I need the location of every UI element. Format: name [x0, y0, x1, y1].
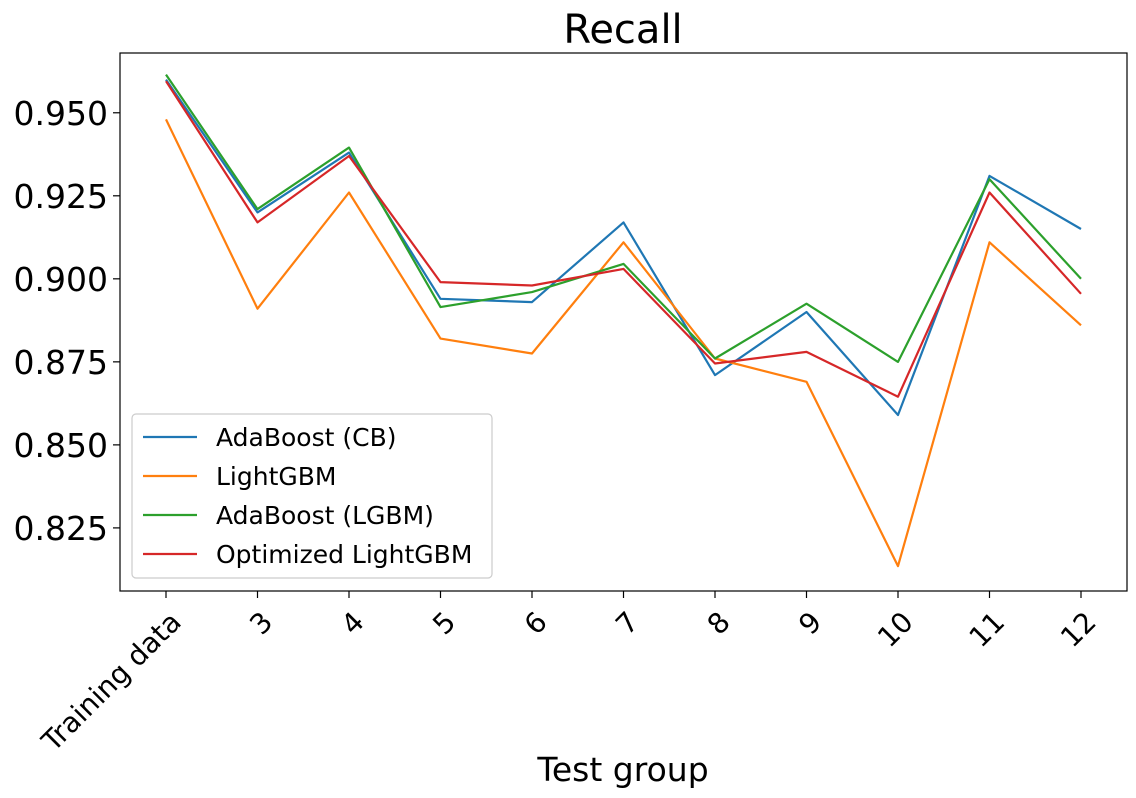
data-point [806, 312, 807, 313]
data-point [715, 358, 716, 359]
data-point [257, 222, 258, 223]
data-point [257, 212, 258, 213]
x-tick-label: Training data [35, 605, 188, 758]
data-point [1081, 229, 1082, 230]
data-point [440, 307, 441, 308]
data-point [1081, 293, 1082, 294]
data-point [166, 81, 167, 82]
x-tick-label: 11 [963, 605, 1012, 654]
chart-title: Recall [563, 7, 682, 53]
legend: AdaBoost (CB) LightGBM AdaBoost (LGBM) Opti… [131, 413, 493, 579]
data-point [715, 363, 716, 364]
data-point [440, 338, 441, 339]
x-tick-label: 9 [792, 605, 828, 641]
data-point [1081, 325, 1082, 326]
data-point [532, 292, 533, 293]
x-axis-label: Test group [536, 750, 708, 789]
data-point [166, 79, 167, 80]
x-tick-label: 8 [701, 605, 737, 641]
data-point [806, 303, 807, 304]
data-point [532, 302, 533, 303]
series-lines [165, 73, 1082, 568]
data-point [1081, 278, 1082, 279]
x-tick-label: 7 [609, 605, 645, 641]
x-tick-label: 4 [335, 605, 371, 641]
data-point [440, 282, 441, 283]
data-point [623, 242, 624, 243]
data-point [166, 119, 167, 120]
data-point [440, 298, 441, 299]
data-point [349, 147, 350, 148]
data-point [349, 155, 350, 156]
y-tick-label: 0.875 [14, 343, 108, 382]
data-point [989, 192, 990, 193]
y-tick-label: 0.825 [14, 509, 108, 548]
data-point [623, 263, 624, 264]
series-line-2 [165, 118, 1082, 568]
x-tick-label: 3 [243, 605, 279, 641]
data-point [806, 351, 807, 352]
y-tick-label: 0.900 [14, 260, 108, 299]
data-point [898, 566, 899, 567]
data-point [257, 308, 258, 309]
y-tick-label: 0.950 [14, 94, 108, 133]
x-tick-label: 10 [871, 605, 920, 654]
data-point [623, 268, 624, 269]
legend-box [131, 413, 493, 579]
data-point [989, 175, 990, 176]
data-point [989, 242, 990, 243]
data-point [898, 361, 899, 362]
data-point [532, 353, 533, 354]
data-point [898, 396, 899, 397]
legend-label: LightGBM [216, 462, 336, 491]
data-point [532, 285, 533, 286]
data-point [989, 179, 990, 180]
data-point [623, 222, 624, 223]
data-point [715, 375, 716, 376]
data-point [349, 192, 350, 193]
y-tick-label: 0.850 [14, 426, 108, 465]
series-line-1 [165, 78, 1082, 417]
data-point [166, 74, 167, 75]
y-tick-label: 0.925 [14, 177, 108, 216]
x-tick-label: 6 [518, 605, 554, 641]
data-point [257, 209, 258, 210]
legend-label: AdaBoost (LGBM) [216, 501, 434, 530]
legend-label: AdaBoost (CB) [216, 423, 396, 452]
series-line-4 [165, 80, 1082, 398]
x-tick-label: 5 [426, 605, 462, 641]
data-point [806, 381, 807, 382]
legend-label: Optimized LightGBM [216, 540, 472, 569]
data-point [349, 152, 350, 153]
x-axis: Training data 3 4 5 6 7 8 9 10 11 12 [35, 591, 1103, 758]
x-tick-label: 12 [1054, 605, 1103, 654]
y-axis: 0.825 0.850 0.875 0.900 0.925 0.950 [14, 94, 120, 548]
data-point [898, 414, 899, 415]
series-line-3 [165, 73, 1082, 363]
